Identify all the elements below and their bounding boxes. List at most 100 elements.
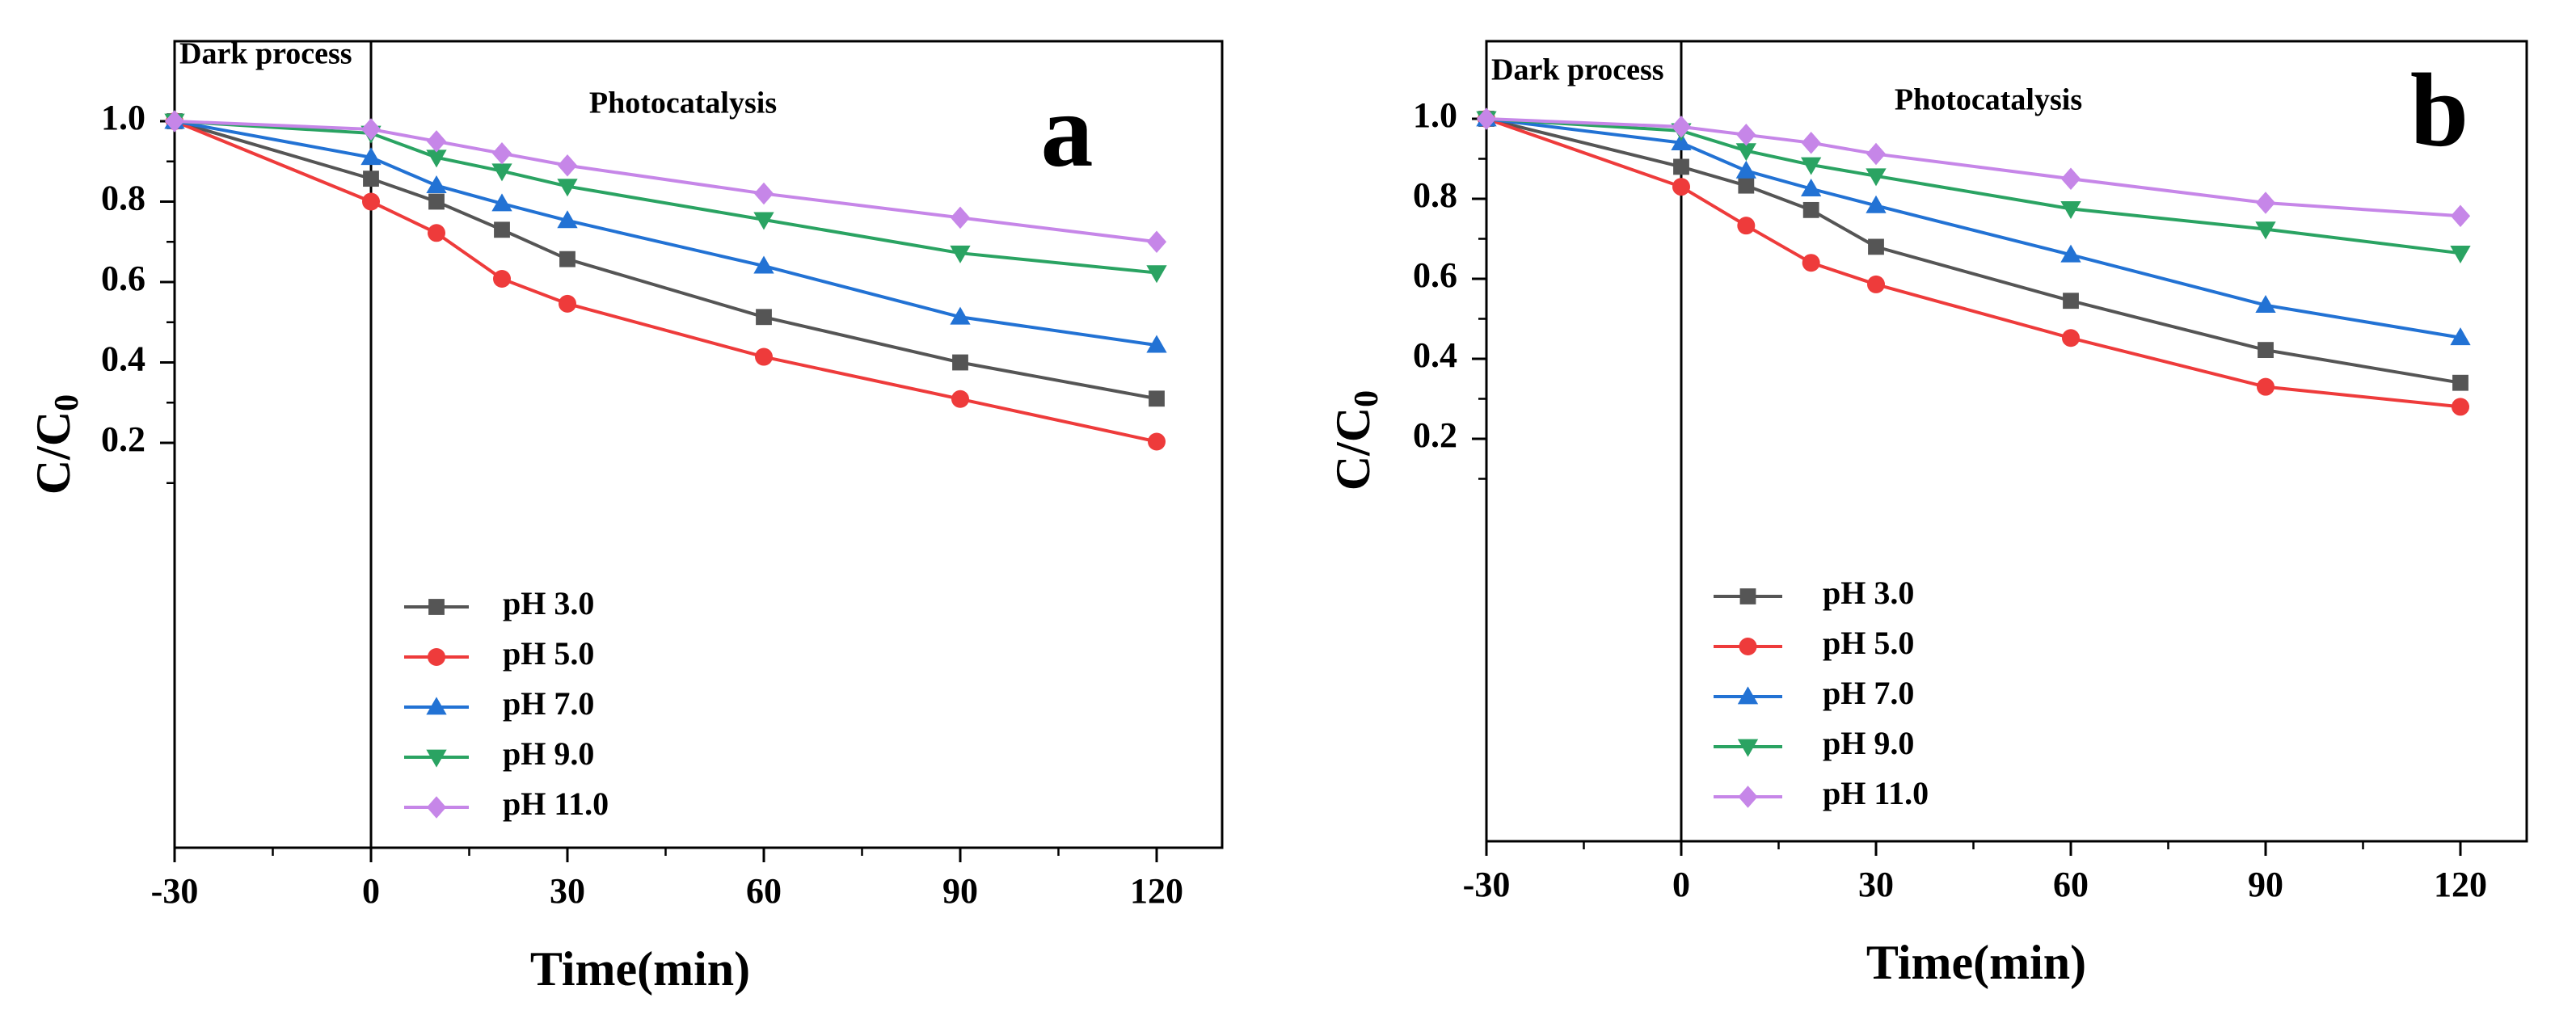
- axis-ticks: [160, 120, 1158, 862]
- y-tick-labels: 0.2 0.4 0.6 0.8 1.0: [1413, 95, 1457, 455]
- y-tick-label: 0.8: [1413, 175, 1457, 215]
- data-point: [2450, 327, 2471, 346]
- data-point: [1801, 131, 1821, 154]
- data-point: [1671, 116, 1692, 138]
- legend-label: pH 7.0: [1823, 675, 1914, 711]
- data-point: [494, 221, 510, 238]
- legend-label: pH 3.0: [503, 585, 594, 621]
- data-point: [360, 118, 382, 141]
- data-point: [1148, 432, 1166, 451]
- x-tick-label: 120: [1130, 871, 1183, 911]
- legend-marker: [428, 648, 445, 666]
- data-point: [491, 163, 512, 182]
- data-point: [2060, 167, 2081, 190]
- legend-marker: [428, 599, 445, 615]
- data-point: [2255, 295, 2276, 314]
- x-tick-label: 0: [1672, 865, 1690, 904]
- data-point: [1866, 195, 1887, 213]
- series-line: [1486, 117, 2461, 339]
- data-point: [557, 210, 578, 229]
- data-point: [491, 193, 512, 212]
- data-point: [360, 147, 382, 166]
- data-point: [1476, 107, 1497, 130]
- y-tick-label: 0.6: [1413, 255, 1457, 295]
- data-point: [1868, 238, 1884, 255]
- series-line: [1486, 117, 2461, 409]
- data-point: [1146, 265, 1167, 284]
- data-point: [2450, 245, 2471, 263]
- dark-process-label: Dark process: [179, 37, 352, 71]
- data-point: [950, 245, 971, 263]
- data-point: [1801, 157, 1822, 175]
- x-tick-labels: -30 0 30 60 90 120: [1463, 865, 2487, 904]
- data-point: [2060, 244, 2081, 263]
- series-line: [1486, 117, 2461, 385]
- y-axis-title-subscript: 0: [48, 394, 86, 411]
- y-tick-label: 1.0: [1413, 95, 1457, 135]
- data-point: [2062, 329, 2080, 347]
- data-point: [2255, 192, 2276, 214]
- axis-ticks: [1472, 117, 2462, 856]
- legend-marker: [1738, 785, 1758, 808]
- data-point: [493, 270, 511, 288]
- data-point: [363, 171, 379, 187]
- data-point: [1802, 201, 1819, 218]
- plot-frame: [173, 40, 1224, 849]
- series-layer: [1476, 107, 2471, 416]
- data-point: [426, 130, 447, 153]
- data-point: [2452, 374, 2468, 391]
- x-tick-label: 60: [2053, 865, 2089, 904]
- data-point: [1672, 178, 1690, 196]
- y-axis-title-subscript: 0: [1348, 390, 1385, 407]
- data-point: [2258, 342, 2274, 359]
- data-point: [426, 150, 447, 168]
- data-point: [2452, 398, 2469, 416]
- legend: pH 3.0 pH 5.0 pH 7.0 pH 9.0 pH 11.0: [1714, 575, 1929, 811]
- data-point: [2255, 221, 2276, 240]
- data-point: [1737, 217, 1756, 235]
- data-point: [2450, 204, 2471, 228]
- x-tick-label: 30: [1858, 865, 1894, 904]
- x-tick-labels: -30 0 30 60 90 120: [151, 871, 1183, 911]
- data-point: [1802, 254, 1820, 272]
- data-point: [2257, 377, 2275, 396]
- x-tick-label: 0: [362, 871, 380, 911]
- legend-label: pH 7.0: [503, 685, 594, 722]
- legend-marker: [1739, 638, 1757, 655]
- x-axis-title: Time(min): [530, 942, 750, 996]
- y-axis-title: C/C0: [1326, 390, 1385, 491]
- data-point: [557, 179, 578, 197]
- data-point: [1149, 390, 1165, 407]
- data-point: [559, 294, 576, 313]
- data-point: [1146, 230, 1167, 253]
- series-line: [174, 120, 1157, 347]
- panel-letter: b: [2410, 53, 2468, 169]
- data-point: [1866, 168, 1887, 187]
- data-point: [1673, 158, 1689, 175]
- data-point: [950, 206, 971, 230]
- x-tick-label: 60: [746, 871, 782, 911]
- data-point: [951, 390, 969, 408]
- y-axis-title-main: C/C: [1326, 407, 1380, 491]
- data-point: [755, 347, 773, 366]
- x-tick-label: 90: [2248, 865, 2283, 904]
- legend-label: pH 5.0: [1823, 625, 1914, 661]
- legend: pH 3.0 pH 5.0 pH 7.0 pH 9.0 pH 11.0: [404, 585, 609, 822]
- x-tick-label: 120: [2434, 865, 2487, 904]
- legend-marker: [426, 697, 447, 715]
- data-point: [1866, 142, 1887, 166]
- data-point: [753, 182, 774, 205]
- y-tick-label: 0.6: [101, 259, 145, 298]
- legend-label: pH 11.0: [503, 785, 609, 822]
- legend-label: pH 9.0: [503, 735, 594, 772]
- legend-marker: [426, 796, 447, 819]
- y-axis-title: C/C0: [27, 394, 86, 495]
- legend-marker: [1737, 686, 1759, 705]
- data-point: [428, 193, 445, 210]
- series-line: [174, 120, 1157, 444]
- data-point: [1671, 133, 1692, 151]
- y-tick-label: 0.4: [1413, 335, 1457, 375]
- legend-label: pH 9.0: [1823, 725, 1914, 761]
- data-point: [950, 306, 971, 325]
